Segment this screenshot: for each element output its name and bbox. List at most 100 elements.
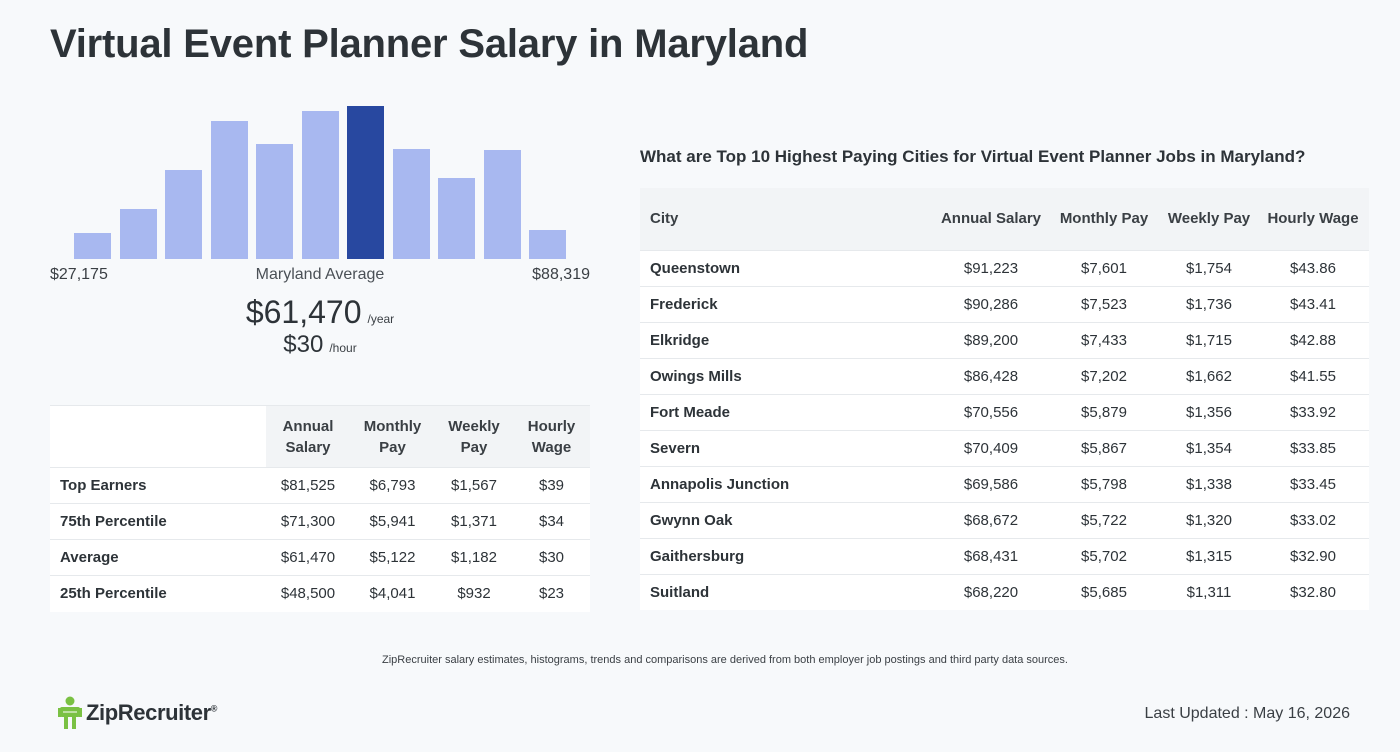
monthly-pay-cell: $7,601 [1047,249,1161,286]
row-label: 75th Percentile [50,503,266,540]
weekly-pay-cell: $1,182 [435,539,513,576]
disclaimer: ZipRecruiter salary estimates, histogram… [382,654,1068,666]
weekly-pay-cell: $1,736 [1161,285,1257,322]
weekly-pay-cell: $1,311 [1161,573,1257,610]
monthly-pay-cell: $5,122 [350,539,435,576]
table-row: Frederick $90,286 $7,523 $1,736 $43.41 [640,285,1369,322]
weekly-pay-cell: $1,754 [1161,249,1257,286]
average-hourly-unit: /hour [329,341,357,355]
weekly-pay-cell: $1,354 [1161,429,1257,466]
city-name-cell: Gaithersburg [640,537,935,574]
header-hourly-wage: Hourly Wage [1257,188,1369,250]
table-row: Suitland $68,220 $5,685 $1,311 $32.80 [640,573,1369,610]
table-row: Average $61,470 $5,122 $1,182 $30 [50,539,590,576]
hourly-wage-cell: $43.86 [1257,249,1369,286]
hourly-wage-cell: $39 [513,467,590,504]
table-row: 75th Percentile $71,300 $5,941 $1,371 $34 [50,503,590,540]
annual-salary-cell: $68,431 [935,537,1047,574]
hourly-wage-cell: $32.80 [1257,573,1369,610]
hourly-wage-cell: $33.92 [1257,393,1369,430]
monthly-pay-cell: $5,798 [1047,465,1161,502]
monthly-pay-cell: $7,202 [1047,357,1161,394]
row-label: Top Earners [50,467,266,504]
city-name-cell: Annapolis Junction [640,465,935,502]
row-label: Average [50,539,266,576]
range-max: $88,319 [532,266,590,283]
percentile-header-blank [50,405,266,468]
monthly-pay-cell: $5,879 [1047,393,1161,430]
monthly-pay-cell: $5,722 [1047,501,1161,538]
histogram-bar [392,149,430,259]
average-hourly-value: $30 [283,331,324,358]
weekly-pay-cell: $1,662 [1161,357,1257,394]
histogram-bar [74,233,111,259]
annual-salary-cell: $70,556 [935,393,1047,430]
monthly-pay-cell: $5,685 [1047,573,1161,610]
city-name-cell: Frederick [640,285,935,322]
hourly-wage-cell: $41.55 [1257,357,1369,394]
histogram-bar [347,106,384,259]
annual-salary-cell: $68,220 [935,573,1047,610]
weekly-pay-cell: $932 [435,575,513,612]
monthly-pay-cell: $6,793 [350,467,435,504]
table-row: Owings Mills $86,428 $7,202 $1,662 $41.55 [640,357,1369,394]
hourly-wage-cell: $33.02 [1257,501,1369,538]
last-updated: Last Updated : May 16, 2026 [1144,705,1350,722]
annual-salary-cell: $70,409 [935,429,1047,466]
average-yearly-unit: /year [367,312,395,326]
monthly-pay-cell: $5,941 [350,503,435,540]
hourly-wage-cell: $42.88 [1257,321,1369,358]
histogram-bar [119,209,157,259]
histogram-bar [529,230,566,259]
ziprecruiter-logo[interactable]: ZipRecruiter® [58,695,217,731]
annual-salary-cell: $90,286 [935,285,1047,322]
histogram-bar [301,111,339,259]
monthly-pay-cell: $7,523 [1047,285,1161,322]
header-annual-salary: Annual Salary [935,188,1047,250]
monthly-pay-cell: $7,433 [1047,321,1161,358]
weekly-pay-cell: $1,356 [1161,393,1257,430]
hourly-wage-cell: $33.85 [1257,429,1369,466]
weekly-pay-cell: $1,320 [1161,501,1257,538]
cities-table: City Annual Salary Monthly Pay Weekly Pa… [640,188,1369,610]
hourly-wage-cell: $32.90 [1257,537,1369,574]
page-title: Virtual Event Planner Salary in Maryland [50,22,809,66]
city-name-cell: Owings Mills [640,357,935,394]
histogram-bar [256,144,293,259]
city-name-cell: Severn [640,429,935,466]
table-row: Fort Meade $70,556 $5,879 $1,356 $33.92 [640,393,1369,430]
average-hourly: $30/hour [50,331,590,359]
histogram-bar [165,170,202,259]
annual-salary-cell: $86,428 [935,357,1047,394]
percentile-header-row: Annual Salary Monthly Pay Weekly Pay Hou… [50,405,590,468]
ziprecruiter-person-icon [58,696,82,729]
weekly-pay-cell: $1,338 [1161,465,1257,502]
city-name-cell: Queenstown [640,249,935,286]
header-monthly-pay: Monthly Pay [1047,188,1161,250]
histogram-bar [438,178,475,259]
cities-header-row: City Annual Salary Monthly Pay Weekly Pa… [640,188,1369,250]
city-name-cell: Suitland [640,573,935,610]
header-annual-salary: Annual Salary [266,405,350,468]
header-monthly-pay: Monthly Pay [350,405,435,468]
city-name-cell: Elkridge [640,321,935,358]
table-row: Gwynn Oak $68,672 $5,722 $1,320 $33.02 [640,501,1369,538]
hourly-wage-cell: $43.41 [1257,285,1369,322]
header-hourly-wage: Hourly Wage [513,405,590,468]
table-row: Gaithersburg $68,431 $5,702 $1,315 $32.90 [640,537,1369,574]
header-weekly-pay: Weekly Pay [1161,188,1257,250]
table-row: Severn $70,409 $5,867 $1,354 $33.85 [640,429,1369,466]
table-row: 25th Percentile $48,500 $4,041 $932 $23 [50,575,590,612]
city-name-cell: Fort Meade [640,393,935,430]
monthly-pay-cell: $5,867 [1047,429,1161,466]
average-label: Maryland Average [255,266,385,283]
annual-salary-cell: $89,200 [935,321,1047,358]
header-weekly-pay: Weekly Pay [435,405,513,468]
annual-salary-cell: $61,470 [266,539,350,576]
weekly-pay-cell: $1,715 [1161,321,1257,358]
logo-text: ZipRecruiter® [86,700,218,725]
hourly-wage-cell: $34 [513,503,590,540]
table-row: Top Earners $81,525 $6,793 $1,567 $39 [50,467,590,504]
weekly-pay-cell: $1,315 [1161,537,1257,574]
annual-salary-cell: $81,525 [266,467,350,504]
